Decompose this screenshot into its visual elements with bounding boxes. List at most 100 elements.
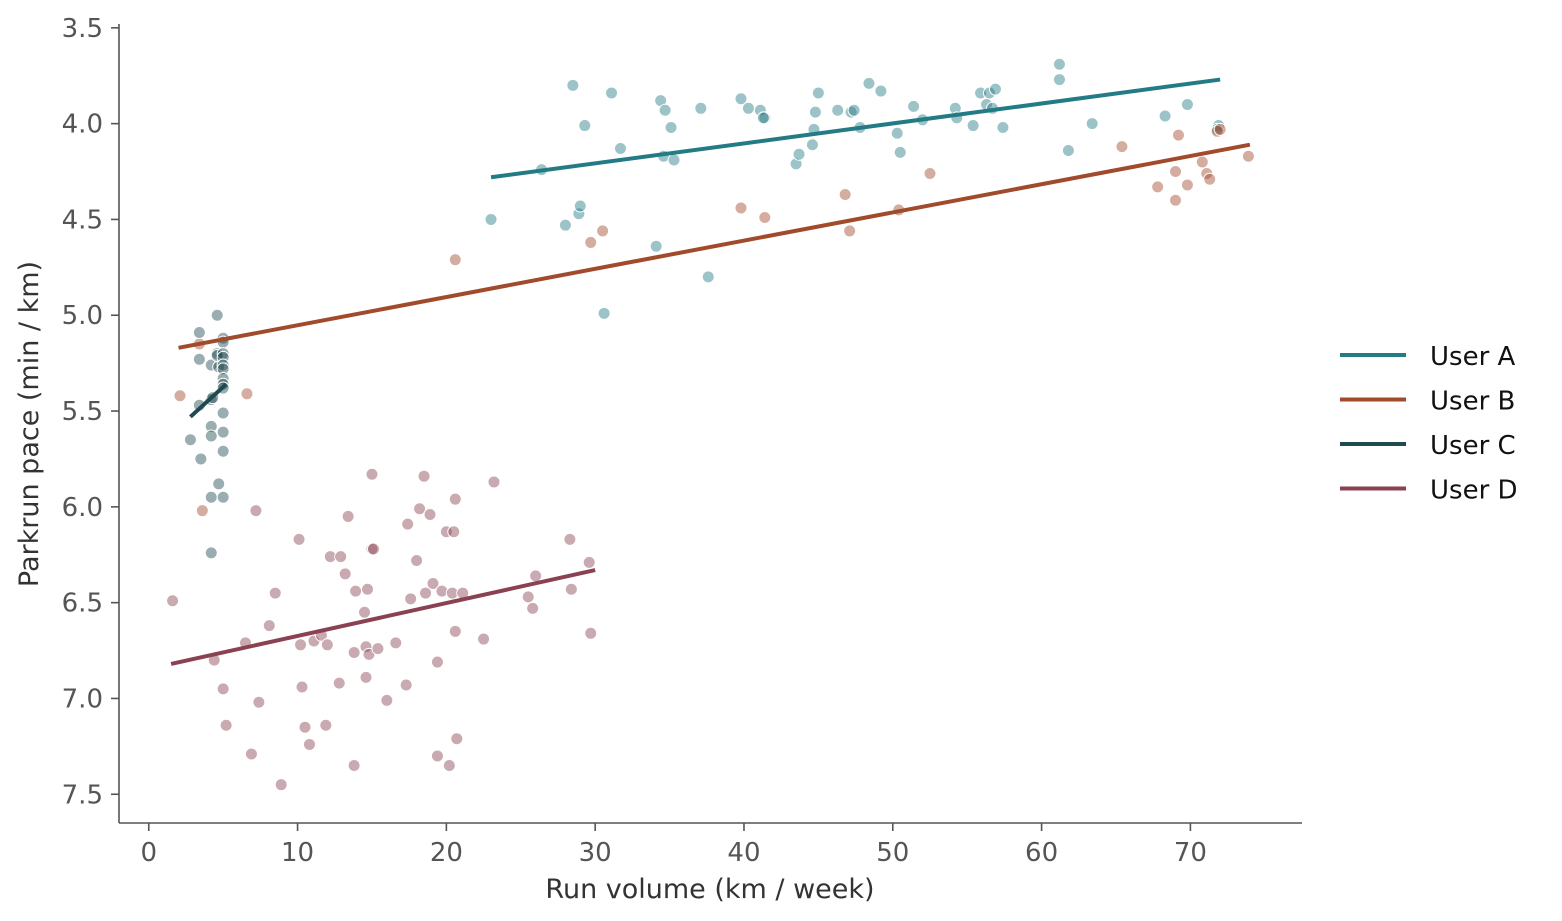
data-point bbox=[893, 145, 907, 159]
y-tick-label: 4.0 bbox=[62, 110, 103, 140]
data-point bbox=[244, 747, 258, 761]
x-tick-label: 0 bbox=[140, 838, 157, 868]
axes: 0 10 20 30 40 50 60 70 3.5 4.0 4.5 5.0 5.5 6.0 6.5 7.0… bbox=[62, 14, 1302, 868]
data-point bbox=[596, 224, 610, 238]
legend-label: User C bbox=[1430, 431, 1516, 461]
data-point bbox=[907, 99, 921, 113]
data-point bbox=[741, 101, 755, 115]
data-point bbox=[361, 582, 375, 596]
data-point bbox=[1213, 122, 1227, 136]
data-point bbox=[252, 695, 266, 709]
trend-line bbox=[490, 77, 1221, 180]
data-point bbox=[974, 86, 988, 100]
data-point bbox=[216, 490, 230, 504]
data-point bbox=[831, 103, 845, 117]
data-point bbox=[204, 429, 218, 443]
data-point bbox=[216, 406, 230, 420]
data-point bbox=[389, 636, 403, 650]
data-point bbox=[295, 680, 309, 694]
data-point bbox=[526, 601, 540, 615]
data-point bbox=[701, 270, 715, 284]
data-point bbox=[758, 211, 772, 225]
data-point bbox=[450, 732, 464, 746]
data-point bbox=[347, 645, 361, 659]
data-point bbox=[173, 389, 187, 403]
data-point bbox=[1180, 178, 1194, 192]
data-point bbox=[558, 218, 572, 232]
data-point bbox=[563, 532, 577, 546]
data-point bbox=[216, 682, 230, 696]
data-point bbox=[219, 718, 233, 732]
data-point bbox=[664, 120, 678, 134]
x-ticks: 0 10 20 30 40 50 60 70 bbox=[140, 823, 1207, 868]
data-point bbox=[874, 84, 888, 98]
data-point bbox=[996, 120, 1010, 134]
data-point bbox=[1061, 143, 1075, 157]
data-point bbox=[262, 619, 276, 633]
x-tick-label: 40 bbox=[727, 838, 760, 868]
x-tick-label: 20 bbox=[430, 838, 463, 868]
data-point bbox=[302, 737, 316, 751]
x-tick-label: 70 bbox=[1174, 838, 1207, 868]
data-point bbox=[410, 553, 424, 567]
data-point bbox=[605, 86, 619, 100]
data-point bbox=[847, 103, 861, 117]
data-point bbox=[529, 569, 543, 583]
data-point bbox=[341, 509, 355, 523]
data-point bbox=[204, 546, 218, 560]
data-point bbox=[319, 718, 333, 732]
data-point bbox=[401, 517, 415, 531]
data-point bbox=[216, 444, 230, 458]
data-point bbox=[966, 119, 980, 133]
x-tick-label: 10 bbox=[281, 838, 314, 868]
data-point bbox=[1171, 128, 1185, 142]
data-point bbox=[789, 157, 803, 171]
legend: User A User B User C User D bbox=[1340, 342, 1518, 506]
legend-label: User D bbox=[1430, 476, 1518, 506]
data-point bbox=[204, 419, 218, 433]
data-point bbox=[334, 550, 348, 564]
y-tick-label: 6.0 bbox=[62, 493, 103, 523]
data-point bbox=[323, 550, 337, 564]
data-point bbox=[358, 605, 372, 619]
data-point bbox=[756, 111, 770, 125]
data-point bbox=[1241, 149, 1255, 163]
data-point bbox=[1052, 57, 1066, 71]
data-point bbox=[862, 76, 876, 90]
data-point bbox=[792, 147, 806, 161]
y-ticks: 3.5 4.0 4.5 5.0 5.5 6.0 6.5 7.0 7.5 bbox=[62, 14, 119, 810]
data-point bbox=[808, 105, 822, 119]
data-point bbox=[521, 590, 535, 604]
data-point bbox=[212, 477, 226, 491]
data-point bbox=[487, 475, 501, 489]
y-tick-label: 7.0 bbox=[62, 684, 103, 714]
data-point bbox=[371, 642, 385, 656]
data-point bbox=[1052, 73, 1066, 87]
data-point bbox=[423, 508, 437, 522]
data-point bbox=[1085, 117, 1099, 131]
y-tick-label: 5.0 bbox=[62, 301, 103, 331]
y-tick-label: 3.5 bbox=[62, 14, 103, 44]
data-point bbox=[268, 586, 282, 600]
data-point bbox=[347, 759, 361, 773]
data-point bbox=[597, 306, 611, 320]
trend-line bbox=[170, 568, 596, 666]
data-point bbox=[399, 678, 413, 692]
x-tick-label: 30 bbox=[579, 838, 612, 868]
data-point bbox=[923, 166, 937, 180]
data-point bbox=[439, 525, 453, 539]
data-point bbox=[843, 224, 857, 238]
data-point bbox=[582, 555, 596, 569]
data-point bbox=[192, 325, 206, 339]
data-point bbox=[734, 201, 748, 215]
data-point bbox=[430, 655, 444, 669]
data-point bbox=[404, 592, 418, 606]
data-point bbox=[448, 492, 462, 506]
data-point bbox=[380, 693, 394, 707]
data-point bbox=[332, 676, 346, 690]
data-point bbox=[811, 86, 825, 100]
data-point bbox=[734, 92, 748, 106]
data-point bbox=[988, 82, 1002, 96]
data-point bbox=[216, 347, 230, 361]
